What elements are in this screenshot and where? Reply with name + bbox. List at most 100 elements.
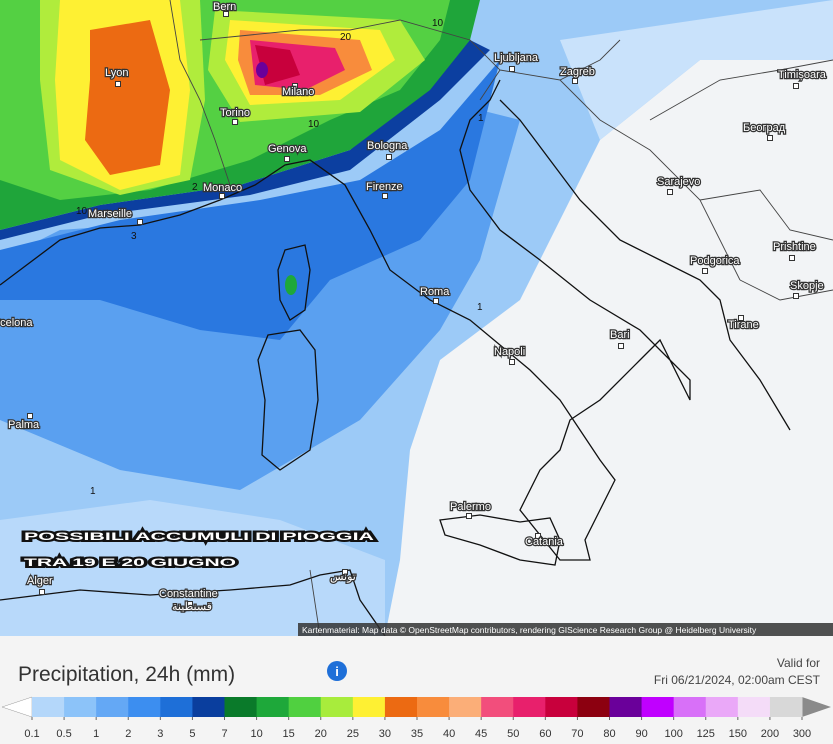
colorbar-segment — [673, 697, 707, 717]
colorbar-segment — [705, 697, 739, 717]
coastline — [0, 79, 691, 561]
city-label: Lyon — [105, 67, 128, 79]
city-marker — [27, 413, 33, 419]
city-marker — [137, 219, 143, 225]
contour-label: 1 — [477, 302, 483, 313]
city-label: Alger — [27, 575, 53, 587]
city-label: Београд — [743, 122, 786, 134]
city-marker — [382, 193, 388, 199]
city-marker — [793, 293, 799, 299]
rain-area — [285, 275, 297, 295]
colorbar-label: 0.5 — [56, 728, 71, 740]
colorbar-label: 35 — [411, 728, 423, 740]
colorbar-segment — [128, 697, 161, 717]
coastline — [257, 329, 319, 471]
city-marker — [219, 193, 225, 199]
colorbar-label: 20 — [315, 728, 327, 740]
coastline — [277, 244, 311, 321]
colorbar-segment — [545, 697, 578, 717]
city-marker — [702, 268, 708, 274]
city-marker — [115, 81, 121, 87]
colorbar-label: 200 — [761, 728, 779, 740]
legend-title: Precipitation, 24h (mm) — [18, 663, 235, 686]
city-marker — [223, 11, 229, 17]
colorbar-segment — [481, 697, 514, 717]
city-label: Timișoara — [778, 69, 827, 81]
colorbar-segment — [769, 697, 803, 717]
colorbar-segment — [32, 697, 65, 717]
colorbar-label: 150 — [729, 728, 747, 740]
city-label: Bern — [213, 1, 236, 13]
rain-area — [0, 40, 490, 240]
dry-area — [385, 60, 833, 636]
rain-area — [0, 60, 500, 340]
city-marker — [39, 589, 45, 595]
city-marker — [433, 298, 439, 304]
contour-label: 1 — [90, 486, 96, 497]
colorbar-label: 2 — [125, 728, 131, 740]
city-label: Napoli — [494, 346, 525, 358]
colorbar-segment — [449, 697, 482, 717]
valid-label: Valid for — [777, 656, 820, 670]
city-label: Genova — [268, 143, 307, 155]
colorbar-segment — [609, 697, 643, 717]
colorbar-segment — [256, 697, 290, 717]
overlay-title: POSSIBILI ACCUMULI DI PIOGGIA — [24, 531, 374, 543]
city-marker — [509, 359, 515, 365]
city-label: Ljubljana — [494, 52, 539, 64]
colorbar-segment — [577, 697, 610, 717]
colorbar-segment — [288, 697, 322, 717]
colorbar-label: 125 — [697, 728, 715, 740]
city-label: Roma — [420, 286, 450, 298]
city-labels: Bern Lyon Milano Torino Genova Monaco Marseill… — [0, 0, 828, 614]
city-marker — [667, 189, 673, 195]
city-label: Firenze — [366, 181, 403, 193]
colorbar-segment — [513, 697, 546, 717]
attribution: Kartenmaterial: Map data © OpenStreetMap… — [302, 625, 757, 635]
city-marker — [292, 83, 298, 89]
city-label: Catania — [525, 536, 564, 548]
colorbar-label: 60 — [539, 728, 551, 740]
city-marker — [535, 533, 541, 539]
contour-label: 10 — [308, 119, 320, 130]
city-label: Tirane — [728, 319, 759, 331]
contour-label: 2 — [192, 182, 198, 193]
city-label: Skopje — [790, 280, 824, 292]
coastline — [499, 99, 791, 431]
city-label: Barcelona — [0, 317, 33, 329]
colorbar-label: 3 — [157, 728, 163, 740]
colorbar-segment — [64, 697, 97, 717]
coastline — [439, 514, 561, 566]
info-icon[interactable]: i — [327, 661, 347, 681]
svg-text:i: i — [335, 664, 339, 679]
city-label: Torino — [220, 107, 250, 119]
colorbar-label: 40 — [443, 728, 455, 740]
colorbar-segment — [737, 697, 771, 717]
city-marker — [789, 255, 795, 261]
colorbar-segment — [641, 697, 675, 717]
city-label: Prishtine — [773, 241, 816, 253]
colorbar-segment — [96, 697, 129, 717]
colorbar-label: 70 — [571, 728, 583, 740]
city-label: Monaco — [203, 182, 242, 194]
contour-label: 10 — [432, 18, 444, 29]
city-label: Milano — [282, 86, 314, 98]
colorbar-label: 10 — [250, 728, 262, 740]
city-marker — [466, 513, 472, 519]
colorbar-label: 45 — [475, 728, 487, 740]
city-marker — [509, 66, 515, 72]
colorbar-segment — [192, 697, 225, 717]
city-marker — [284, 156, 290, 162]
map: Bern Lyon Milano Torino Genova Monaco Marseill… — [0, 0, 833, 636]
city-marker — [386, 154, 392, 160]
city-label: Palermo — [450, 501, 491, 513]
city-marker — [232, 119, 238, 125]
colorbar-label: 300 — [793, 728, 811, 740]
colorbar-label: 80 — [603, 728, 615, 740]
city-label: Sarajevo — [657, 176, 700, 188]
colorbar-label: 100 — [664, 728, 682, 740]
colorbar-label: 50 — [507, 728, 519, 740]
rain-area — [256, 62, 268, 78]
colorbar-label: 15 — [283, 728, 295, 740]
city-label: Palma — [8, 419, 40, 431]
